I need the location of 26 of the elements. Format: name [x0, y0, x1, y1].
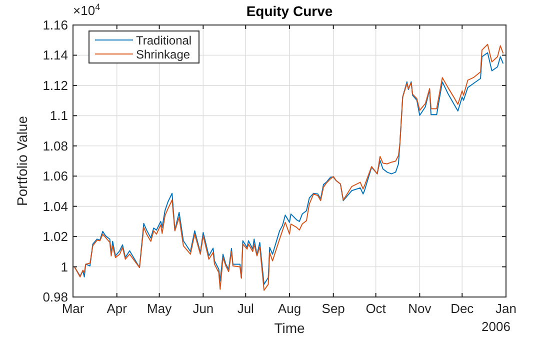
y-tick-label: 1.16: [42, 18, 68, 32]
x-tick-label: Sep: [322, 301, 345, 316]
text: 2006: [482, 319, 510, 334]
y-tick-label: 1.04: [42, 198, 68, 214]
y-tick-label: 1.12: [42, 78, 68, 93]
x-tick-label: Jun: [192, 301, 214, 316]
text: ×10$^{4}$: [73, 2, 100, 18]
legend-label: Shrinkage: [136, 48, 190, 62]
y-tick-label: 1.06: [42, 168, 68, 184]
x-tick-label: Oct: [366, 301, 386, 316]
y-tick-label: 1.1: [50, 108, 68, 124]
x-axis-title: Time: [274, 320, 306, 336]
y-axis-title: Portfolio Value: [14, 116, 30, 206]
x-tick-label: Jul: [237, 301, 254, 316]
y-tick-label: 1.14: [42, 48, 68, 63]
x-tick-label: Jan: [496, 301, 516, 316]
chart-title: Equity Curve: [246, 3, 333, 19]
x-tick-label: May: [147, 301, 172, 316]
x-tick-label: Apr: [106, 301, 128, 316]
x-tick-label: Dec: [450, 301, 474, 316]
x-tick-label: Aug: [278, 301, 302, 316]
y-tick-label: 1.02: [42, 229, 68, 244]
legend-label: Traditional: [136, 34, 192, 48]
x-tick-label: Nov: [408, 301, 432, 316]
y-tick-label: 1.08: [42, 138, 68, 154]
y-tick-label: 1: [60, 259, 68, 274]
